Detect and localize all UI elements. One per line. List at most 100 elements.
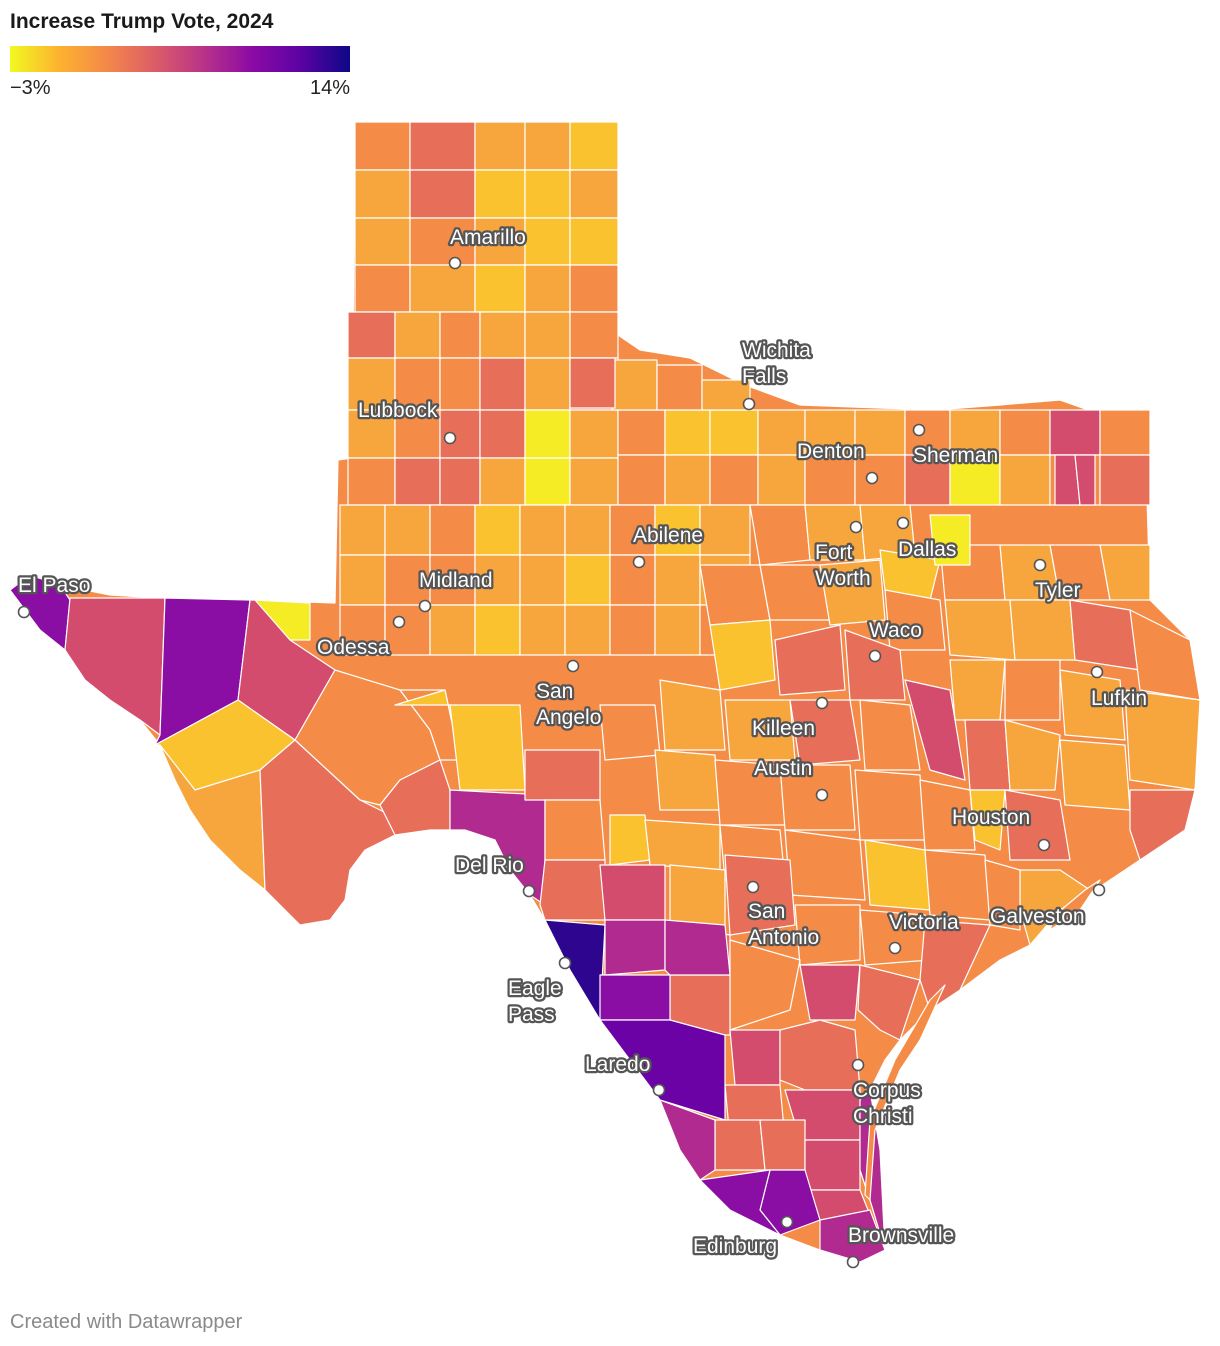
city-dot-eaglepass	[558, 956, 572, 970]
county	[159, 744, 266, 891]
city-label-galveston: Galveston	[990, 905, 1085, 928]
county	[409, 169, 476, 219]
city-marker-lubbock: Lubbock	[356, 397, 457, 445]
city-marker-wichita: Wichita Falls	[740, 337, 813, 411]
county	[609, 814, 651, 866]
county	[964, 719, 1011, 791]
city-label-odessa: Odessa	[317, 636, 390, 659]
city-dot-laredo	[652, 1083, 666, 1097]
city-dot-elpaso	[17, 605, 31, 619]
county	[524, 121, 571, 171]
county	[474, 121, 526, 171]
county	[1009, 599, 1076, 661]
city-marker-galveston: Galveston	[988, 883, 1106, 930]
county	[857, 964, 921, 1041]
county	[354, 169, 411, 219]
city-dot-lufkin	[1090, 665, 1104, 679]
county	[664, 454, 711, 506]
county	[854, 769, 926, 841]
city-label-denton: Denton	[797, 440, 865, 463]
county	[774, 624, 846, 696]
city-dot-denton	[865, 471, 879, 485]
county	[656, 364, 703, 411]
city-label-lubbock: Lubbock	[358, 399, 438, 422]
county	[664, 409, 711, 456]
county	[724, 699, 796, 761]
county	[524, 217, 571, 266]
city-label-abilene: Abilene	[633, 524, 703, 547]
county	[617, 454, 666, 506]
county	[664, 919, 731, 976]
county	[354, 217, 411, 266]
county	[784, 829, 866, 901]
county	[919, 919, 991, 1011]
city-label-delrio: Del Rio	[455, 854, 524, 877]
county	[819, 559, 886, 626]
county	[524, 169, 571, 219]
county	[919, 779, 976, 851]
county	[394, 311, 441, 359]
city-marker-houston: Houston	[950, 804, 1051, 852]
county	[564, 554, 611, 606]
city-dot-brownsville	[846, 1255, 860, 1269]
county	[524, 311, 571, 359]
city-dot-waco	[868, 649, 882, 663]
county	[384, 504, 431, 556]
county	[439, 311, 481, 359]
county	[611, 359, 658, 411]
county	[354, 121, 411, 171]
county	[1004, 659, 1061, 721]
county	[884, 589, 946, 651]
county	[564, 504, 611, 556]
county	[1004, 719, 1061, 791]
city-marker-fortworth: Fort Worth	[813, 520, 873, 592]
credit-text: Created with Datawrapper	[10, 1311, 243, 1333]
legend-min-label: −3%	[10, 77, 51, 99]
county	[654, 554, 701, 606]
county	[409, 264, 476, 313]
county	[659, 1099, 716, 1181]
county	[449, 704, 526, 791]
barrier-island	[1049, 879, 1101, 931]
county	[479, 357, 526, 411]
county	[339, 504, 386, 556]
city-dot-corpus	[851, 1058, 865, 1072]
city-marker-waco: Waco	[867, 617, 924, 663]
city-label-midland: Midland	[419, 569, 493, 592]
city-label-dallas: Dallas	[898, 538, 956, 561]
county	[479, 311, 526, 359]
county	[384, 604, 431, 656]
city-dot-wichita	[742, 397, 756, 411]
county	[394, 457, 441, 506]
county	[1099, 409, 1151, 456]
county	[1059, 739, 1131, 811]
city-dot-dallas	[896, 516, 910, 530]
county	[799, 964, 861, 1021]
city-dot-killeen	[815, 696, 829, 710]
county	[1099, 544, 1151, 601]
city-label-eaglepass: Eagle Pass	[508, 977, 562, 1026]
city-label-amarillo: Amarillo	[450, 226, 526, 249]
city-dot-odessa	[392, 615, 406, 629]
city-dot-houston	[1037, 838, 1051, 852]
city-label-victoria: Victoria	[889, 911, 959, 934]
city-marker-delrio: Del Rio	[453, 852, 536, 898]
county	[604, 919, 666, 976]
city-marker-lufkin: Lufkin	[1089, 665, 1149, 712]
city-dot-delrio	[522, 884, 536, 898]
county	[844, 629, 906, 701]
city-marker-eaglepass: Eagle Pass	[506, 956, 572, 1028]
city-dot-austin	[815, 788, 829, 802]
county	[429, 504, 476, 556]
county	[904, 679, 966, 781]
city-marker-austin: Austin	[752, 755, 829, 802]
county	[759, 1119, 806, 1171]
city-marker-sherman: Sherman	[911, 423, 1000, 469]
county	[794, 904, 861, 966]
city-label-sanantonio: San Antonio	[748, 900, 819, 949]
county	[524, 457, 571, 506]
county	[729, 1029, 781, 1086]
city-marker-edinburg: Edinburg	[691, 1215, 794, 1260]
county	[944, 599, 1016, 661]
city-layer: Amarillo Lubbock Wichita Falls Denton Sherman…	[16, 224, 1149, 1269]
